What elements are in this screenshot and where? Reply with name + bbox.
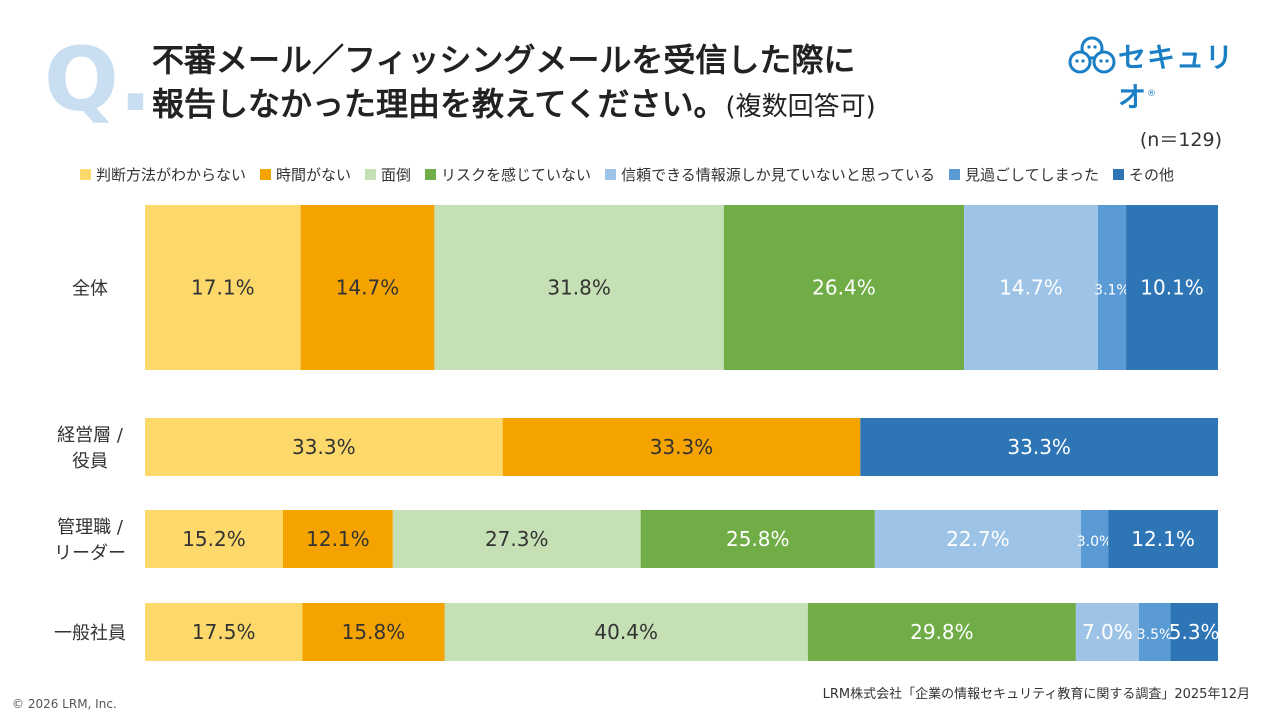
legend-label-5: 信頼できる情報源しか見ていないと思っている bbox=[621, 165, 936, 184]
legend-item-7: その他 bbox=[1112, 164, 1174, 185]
data-label-1-6: 3.1% bbox=[1094, 283, 1130, 299]
bar-segment-2-1 bbox=[145, 418, 503, 476]
legend-item-5: 信頼できる情報源しか見ていないと思っている bbox=[605, 164, 935, 185]
legend-item-6: 見過ごしてしまった bbox=[949, 164, 1099, 185]
bar-segment-3-7 bbox=[1108, 510, 1218, 568]
stacked-bar-chart: 17.1% 14.7% 31.8% 26.4% 14.7% 3.1% 10.1% 全体 33.3… bbox=[54, 205, 1220, 661]
bar-segment-4-4 bbox=[807, 603, 1076, 661]
legend-item-2: 時間がない bbox=[260, 164, 351, 185]
data-label-1-4: 26.4% bbox=[812, 276, 876, 300]
data-label-1-1: 17.1% bbox=[191, 276, 255, 300]
data-label-3-2: 12.1% bbox=[306, 527, 370, 551]
bar-segment-1-4 bbox=[723, 205, 965, 370]
bar-segment-3-2 bbox=[282, 510, 393, 568]
registered-mark: ® bbox=[1147, 89, 1158, 99]
legend-swatch-4 bbox=[425, 168, 437, 180]
bar-segment-4-5 bbox=[1075, 603, 1139, 661]
bar-segment-4-2 bbox=[302, 603, 445, 661]
legend-item-4: リスクを感じていない bbox=[425, 164, 591, 185]
legend-label-4: リスクを感じていない bbox=[441, 165, 592, 184]
bar-segment-1-6 bbox=[1097, 205, 1127, 370]
category-label-3-1: 管理職 / bbox=[57, 517, 124, 538]
bar-segment-1-3 bbox=[434, 205, 724, 370]
bar-segment-2-7 bbox=[860, 418, 1218, 476]
legend-label-6: 見過ごしてしまった bbox=[965, 165, 1099, 184]
data-label-1-5: 14.7% bbox=[999, 276, 1063, 300]
data-label-4-4: 29.8% bbox=[910, 620, 974, 644]
page-title: 不審メール／フィッシングメールを受信した際に 報告しなかった理由を教えてください… bbox=[152, 38, 1012, 129]
category-label-2-1: 経営層 / bbox=[57, 425, 124, 446]
legend-label-7: その他 bbox=[1128, 165, 1174, 184]
title-line-2-text: 報告しなかった理由を教えてください。 bbox=[152, 85, 726, 123]
category-label-4-1: 一般社員 bbox=[54, 623, 126, 644]
source-note: LRM株式会社「企業の情報セキュリティ教育に関する調査」2025年12月 bbox=[822, 687, 1250, 702]
data-label-4-2: 15.8% bbox=[342, 620, 406, 644]
question-mark: Q. bbox=[44, 28, 153, 131]
data-label-3-7: 12.1% bbox=[1131, 527, 1195, 551]
bar-segment-3-4 bbox=[640, 510, 875, 568]
data-label-1-3: 31.8% bbox=[547, 276, 611, 300]
bar-segment-4-3 bbox=[444, 603, 808, 661]
category-label-1-1: 全体 bbox=[72, 279, 108, 300]
data-label-4-5: 7.0% bbox=[1082, 620, 1133, 644]
data-label-3-5: 22.7% bbox=[946, 527, 1010, 551]
bar-segment-1-2 bbox=[300, 205, 435, 370]
securio-logo: セキュリオ® bbox=[1068, 36, 1248, 113]
legend-swatch-2 bbox=[260, 168, 272, 180]
bar-segment-1-1 bbox=[145, 205, 301, 370]
legend-label-2: 時間がない bbox=[276, 165, 352, 184]
legend-item-1: 判断方法がわからない bbox=[80, 164, 246, 185]
data-label-4-7: 5.3% bbox=[1169, 620, 1220, 644]
data-label-3-1: 15.2% bbox=[182, 527, 246, 551]
data-label-4-1: 17.5% bbox=[192, 620, 256, 644]
legend-swatch-6 bbox=[949, 168, 961, 180]
bar-segment-1-7 bbox=[1126, 205, 1218, 370]
bar-segment-4-1 bbox=[145, 603, 303, 661]
bar-segment-3-1 bbox=[145, 510, 283, 568]
sample-size: (n＝129) bbox=[1139, 129, 1222, 151]
category-label-3-2: リーダー bbox=[54, 543, 126, 564]
bar-segment-4-7 bbox=[1170, 603, 1218, 661]
title-line-1: 不審メール／フィッシングメールを受信した際に bbox=[152, 41, 856, 79]
legend-label-3: 面倒 bbox=[381, 165, 412, 184]
logo-mascot-icon bbox=[1068, 36, 1116, 74]
category-label-2-2: 役員 bbox=[72, 451, 108, 472]
data-label-2-1: 33.3% bbox=[292, 435, 356, 459]
legend-item-3: 面倒 bbox=[365, 164, 411, 185]
data-label-4-6: 3.5% bbox=[1137, 627, 1173, 643]
bar-segment-1-5 bbox=[964, 205, 1098, 370]
bar-segment-3-5 bbox=[874, 510, 1081, 568]
title-suffix: (複数回答可) bbox=[725, 92, 876, 122]
bar-segment-3-6 bbox=[1080, 510, 1109, 568]
legend-swatch-1 bbox=[80, 168, 91, 180]
logo-text: セキュリオ® bbox=[1118, 41, 1235, 114]
bar-segment-2-2 bbox=[502, 418, 861, 476]
data-label-2-2: 33.3% bbox=[650, 435, 714, 459]
data-label-1-2: 14.7% bbox=[336, 276, 400, 300]
data-label-3-4: 25.8% bbox=[726, 527, 790, 551]
title-line-2: 報告しなかった理由を教えてください。(複数回答可) bbox=[152, 82, 1012, 129]
legend-swatch-5 bbox=[605, 168, 617, 180]
legend-swatch-3 bbox=[365, 168, 377, 180]
data-label-3-6: 3.0% bbox=[1077, 534, 1113, 550]
data-label-3-3: 27.3% bbox=[485, 527, 549, 551]
copyright: © 2026 LRM, Inc. bbox=[12, 697, 117, 711]
bar-segment-4-6 bbox=[1138, 603, 1171, 661]
data-label-4-3: 40.4% bbox=[594, 620, 658, 644]
legend-swatch-7 bbox=[1112, 168, 1124, 180]
data-label-2-7: 33.3% bbox=[1007, 435, 1071, 459]
chart-legend: 判断方法がわからない 時間がない 面倒 リスクを感じていない 信頼できる情報源しか見てい… bbox=[80, 160, 1240, 188]
legend-label-1: 判断方法がわからない bbox=[96, 165, 247, 184]
bar-segment-3-3 bbox=[392, 510, 641, 568]
data-label-1-7: 10.1% bbox=[1140, 276, 1204, 300]
